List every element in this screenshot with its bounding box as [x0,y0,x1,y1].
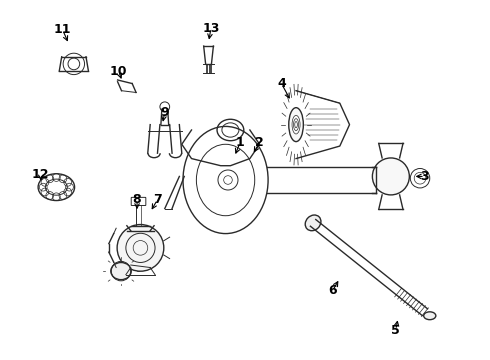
Text: 9: 9 [160,105,169,119]
Text: 10: 10 [110,64,127,77]
Text: 8: 8 [133,193,142,206]
Circle shape [372,158,409,195]
Text: 3: 3 [420,170,429,183]
Text: 13: 13 [202,22,220,35]
Circle shape [117,225,164,271]
Text: 4: 4 [277,77,286,90]
Text: 7: 7 [153,193,162,206]
Ellipse shape [289,108,303,141]
Text: 6: 6 [328,284,337,297]
Text: 12: 12 [32,168,49,181]
Ellipse shape [111,262,131,280]
Text: 1: 1 [236,136,245,149]
Text: 5: 5 [392,324,400,337]
Ellipse shape [305,215,321,231]
Ellipse shape [424,312,436,320]
Text: 2: 2 [255,136,264,149]
Text: 11: 11 [54,23,72,36]
